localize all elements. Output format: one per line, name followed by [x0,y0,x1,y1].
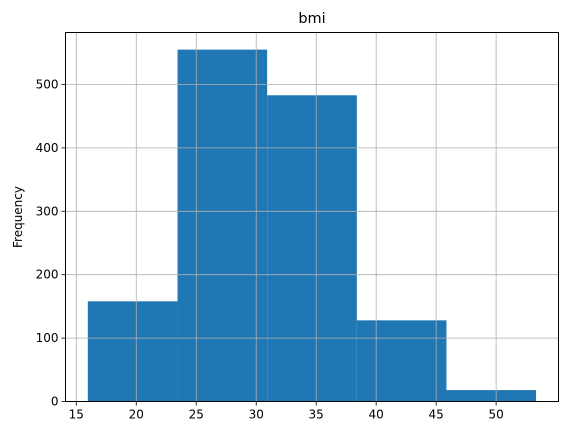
plot-frame [65,32,559,402]
y-tick-label: 200 [36,268,59,282]
x-tick-label: 20 [129,408,144,422]
histogram-bar [177,49,268,402]
chart-title: bmi [298,11,325,27]
x-tick-label: 25 [189,408,204,422]
x-tick-label: 50 [488,408,503,422]
y-tick-label: 0 [51,395,59,409]
x-axis-ticks: 15 20 25 30 35 40 45 50 [69,401,504,422]
y-tick-label: 500 [36,77,59,91]
y-axis-label: Frequency [11,186,25,248]
histogram-bar [267,95,357,402]
y-axis-ticks: 0 100 200 300 400 500 [36,77,66,409]
histogram-bar [446,390,537,402]
x-tick-label: 40 [369,408,384,422]
histogram-bar [87,301,178,402]
histogram-bar [356,320,447,402]
y-tick-label: 300 [36,204,59,218]
x-tick-label: 45 [429,408,444,422]
x-tick-label: 15 [69,408,84,422]
histogram-bars [65,32,559,402]
y-tick-label: 100 [36,331,59,345]
x-tick-label: 30 [249,408,264,422]
y-tick-label: 400 [36,141,59,155]
x-tick-label: 35 [309,408,324,422]
